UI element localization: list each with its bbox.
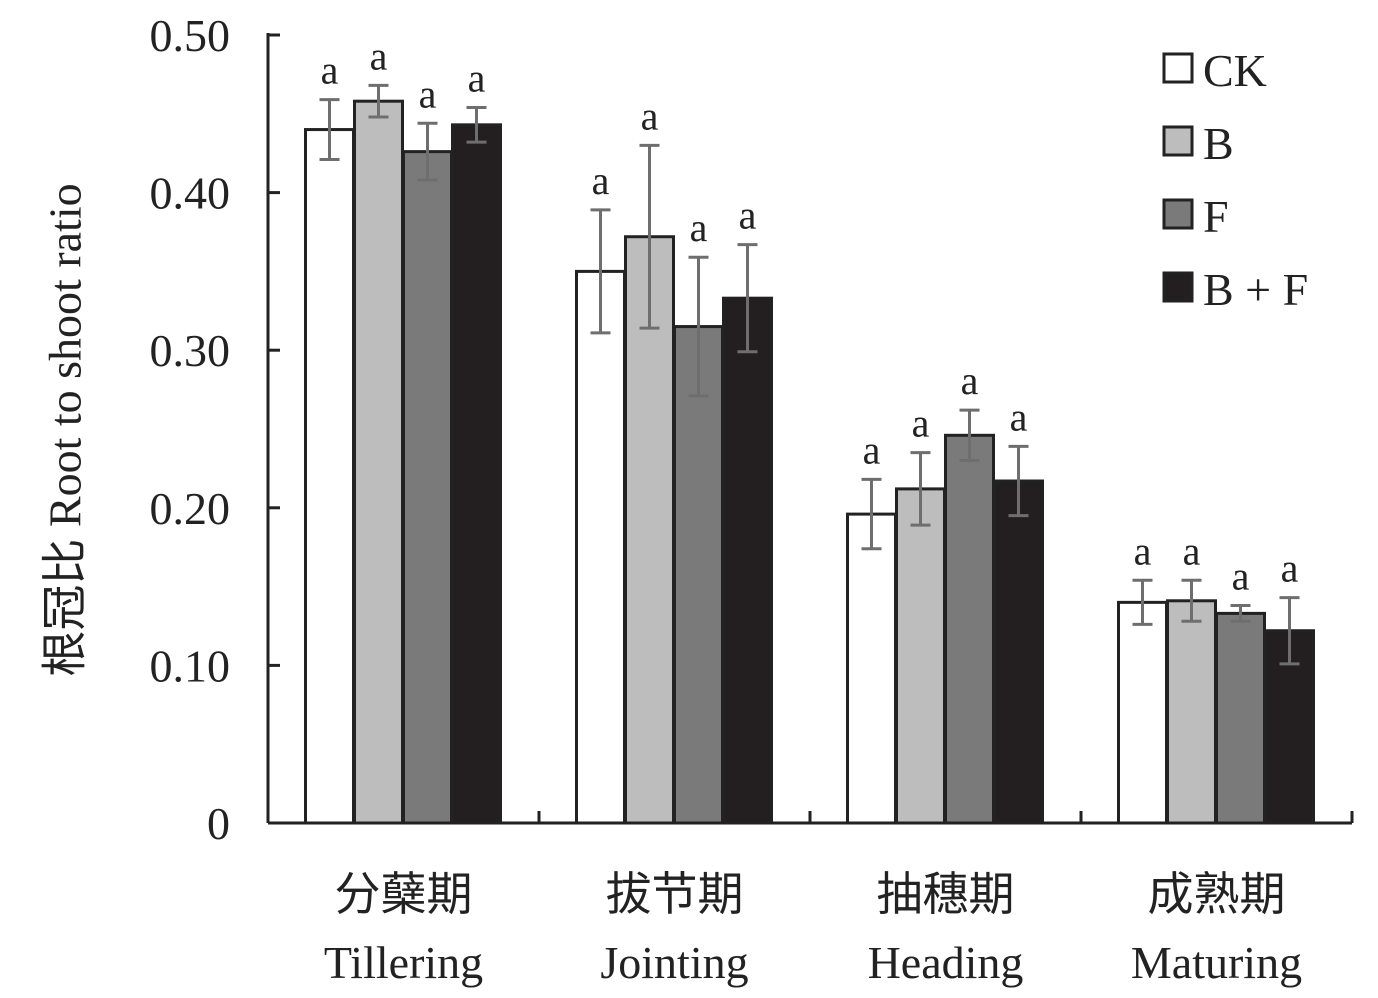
bar <box>1117 600 1168 825</box>
bar <box>402 150 453 825</box>
legend-label: CK <box>1203 45 1267 96</box>
significance-letter: a <box>863 427 881 472</box>
legend: CK BF B + F <box>1162 45 1308 315</box>
y-tick-label: 0.40 <box>150 168 231 219</box>
legend-label: B + F <box>1203 264 1308 315</box>
y-tick-label: 0.30 <box>150 325 231 376</box>
y-axis-title: 根冠比 Root to shoot ratio <box>40 183 91 676</box>
significance-letter: a <box>690 205 708 250</box>
y-axis-title-text: 根冠比 Root to shoot ratio <box>40 183 91 676</box>
significance-letter: a <box>1010 394 1028 439</box>
bar <box>624 235 675 825</box>
category-label-zh: 分蘖期 <box>335 869 473 920</box>
category-label-en: Heading <box>868 937 1024 988</box>
bar <box>1166 599 1217 825</box>
significance-letter: a <box>468 55 486 100</box>
plot-area: 00.100.200.300.400.50a aa a分蘖期Tilleringaaa… <box>150 10 1354 988</box>
legend-swatch <box>1162 198 1194 230</box>
significance-letter: a <box>912 401 930 446</box>
significance-letter: a <box>321 48 339 93</box>
bar <box>451 123 502 825</box>
bar <box>993 479 1044 825</box>
significance-letter: a <box>370 33 388 78</box>
legend-label: F <box>1203 191 1229 242</box>
significance-letter: a <box>1232 554 1250 599</box>
category-label-en: Maturing <box>1131 937 1302 988</box>
significance-letter: a <box>1134 528 1152 573</box>
legend-swatch <box>1162 125 1194 157</box>
legend-swatch <box>1162 52 1194 84</box>
significance-letter: a <box>592 158 610 203</box>
y-tick-label: 0.50 <box>150 10 231 61</box>
bar <box>1215 611 1266 825</box>
significance-letter: a <box>1281 546 1299 591</box>
bar <box>722 296 773 825</box>
y-tick-label: 0.10 <box>150 640 231 691</box>
bar <box>353 99 404 825</box>
significance-letter: a <box>641 93 659 138</box>
category-label-zh: 拔节期 <box>606 869 744 920</box>
bar <box>575 269 626 825</box>
bar <box>895 487 946 825</box>
significance-letter: a <box>419 71 437 116</box>
bar <box>944 433 995 825</box>
legend-swatch <box>1162 271 1194 303</box>
bar <box>673 325 724 825</box>
significance-letter: a <box>961 358 979 403</box>
significance-letter: a <box>1183 528 1201 573</box>
bar <box>304 128 355 825</box>
category-label-en: Tillering <box>324 937 483 988</box>
category-label-zh: 抽穗期 <box>877 869 1015 920</box>
legend-label: B <box>1203 118 1234 169</box>
y-tick-label: 0.20 <box>150 483 231 534</box>
y-tick-label: 0 <box>207 798 230 849</box>
category-label-zh: 成熟期 <box>1148 869 1286 920</box>
significance-letter: a <box>739 193 757 238</box>
category-label-en: Jointing <box>600 937 748 988</box>
bar <box>846 512 897 825</box>
